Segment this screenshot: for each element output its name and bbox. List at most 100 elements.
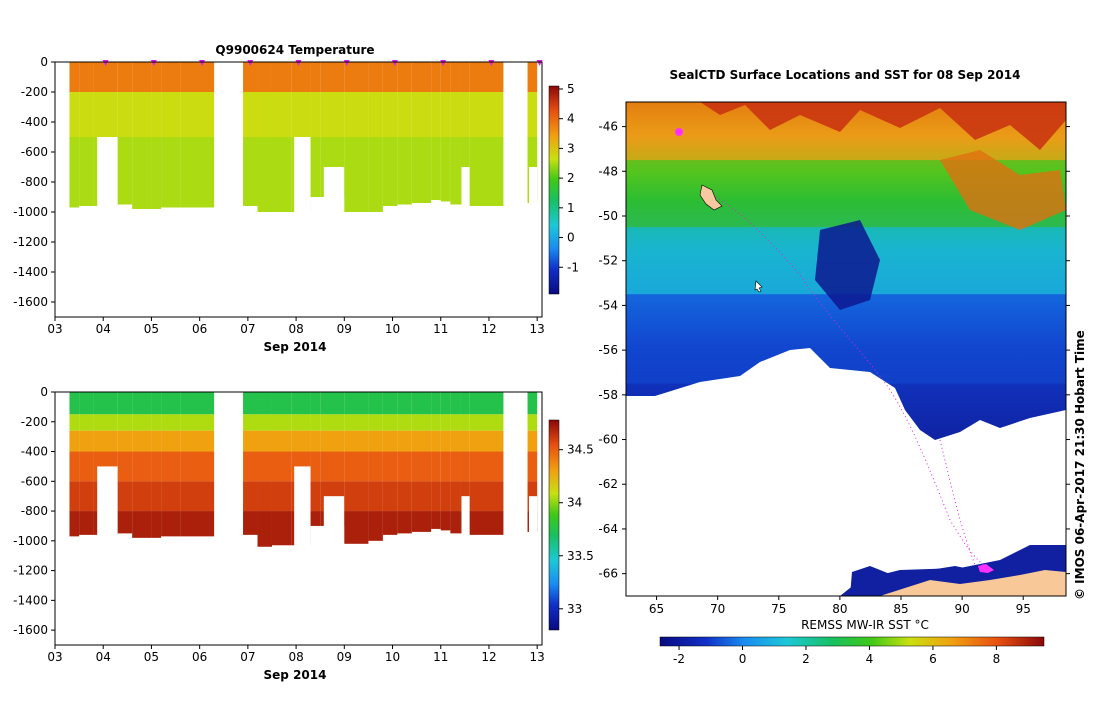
- salinity-profile-22-layer-1: [460, 414, 470, 431]
- salinity-profile-6-layer-4: [161, 481, 181, 512]
- salinity-profile-22-layer-0: [460, 392, 470, 415]
- temperature-profile-24-layer-1: [527, 92, 538, 137]
- temperature-chart-title: Q9900624 Temperature: [215, 43, 374, 57]
- salinity-profile-16-layer-0: [382, 392, 398, 415]
- temperature-profile-5-layer-1: [151, 92, 162, 137]
- salinity-profile-3-layer-2: [117, 430, 133, 452]
- temperature-y-tick-label-5: -1000: [13, 205, 48, 219]
- temperature-colorbar-ticks: 5 4 3 2 1 0 -1: [559, 82, 579, 274]
- salinity-y-tick-label-0: 0: [40, 385, 48, 399]
- temperature-profile-3-layer-2: [117, 137, 133, 205]
- salinity-profile-10-layer-4: [271, 481, 292, 512]
- salinity-profile-16-layer-2: [382, 430, 398, 452]
- map-frame: [625, 101, 1067, 597]
- sst-map-image: [626, 102, 1066, 596]
- temperature-profile-9-layer-0: [257, 62, 272, 92]
- salinity-x-tick-label-9: 12: [481, 650, 496, 664]
- temperature-profile-3-layer-1: [117, 92, 133, 137]
- salinity-profile-6-layer-0: [161, 392, 181, 415]
- salinity-profile-9-layer-2: [257, 430, 272, 452]
- map-y-tick-label-2: -50: [598, 209, 618, 223]
- salinity-profile-24-layer-3: [527, 451, 538, 482]
- salinity-profile-6-layer-1: [161, 414, 181, 431]
- salinity-cb-tick-label-0: 34.5: [567, 443, 594, 457]
- salinity-profile-3-layer-0: [117, 392, 133, 415]
- temperature-profile-20-layer-0: [440, 62, 451, 92]
- temperature-x-tick-label-3: 06: [192, 322, 207, 336]
- temperature-profile-1-layer-1: [79, 92, 94, 137]
- temperature-profile-1-layer-2: [79, 137, 94, 206]
- salinity-profile-16-layer-3: [382, 451, 398, 482]
- salinity-x-tick-label-10: 13: [530, 650, 545, 664]
- salinity-profile-21-layer-3: [450, 451, 461, 482]
- salinity-profile-5-layer-3: [151, 451, 162, 482]
- temperature-profile-1-layer-0: [79, 62, 94, 92]
- sst-cb-tick-label-1: 0: [739, 652, 747, 666]
- salinity-profile-5-layer-4: [151, 481, 162, 512]
- temperature-profile-9-layer-1: [257, 92, 272, 137]
- salinity-profile-1-layer-2: [79, 430, 94, 452]
- salinity-colorbar-ticks: 34.5 34 33.5 33: [559, 443, 594, 616]
- map-x-tick-label-5: 90: [954, 602, 969, 616]
- temperature-profile-13-gap: [323, 167, 345, 198]
- salinity-profile-13-layer-3: [320, 451, 345, 482]
- temperature-cb-tick-label-5: 0: [567, 231, 575, 245]
- sst-cb-tick-label-3: 4: [866, 652, 874, 666]
- salinity-profile-9-layer-5: [257, 511, 272, 547]
- salinity-profile-13-layer-1: [320, 414, 345, 431]
- temperature-profile-4-layer-2: [132, 137, 152, 209]
- salinity-profile-14-layer-1: [344, 414, 369, 431]
- temperature-profile-21-layer-2: [450, 137, 461, 205]
- salinity-profile-19-layer-1: [431, 414, 441, 431]
- temperature-x-tick-label-10: 13: [530, 322, 545, 336]
- temperature-cb-tick-label-3: 2: [567, 171, 575, 185]
- sst-band-3: [626, 294, 1066, 384]
- salinity-profile-23-layer-5: [469, 511, 504, 535]
- salinity-profile-20-layer-4: [440, 481, 451, 512]
- salinity-x-tick-label-1: 04: [96, 650, 111, 664]
- salinity-profile-21-layer-1: [450, 414, 461, 431]
- map-x-tick-label-1: 70: [710, 602, 725, 616]
- salinity-profile-2-gap: [97, 466, 118, 536]
- temperature-profile-10-layer-2: [271, 137, 292, 212]
- temperature-cb-tick-label-4: 1: [567, 201, 575, 215]
- salinity-x-tick-label-0: 03: [47, 650, 62, 664]
- temperature-profile-0-layer-0: [69, 62, 80, 92]
- salinity-profile-18-layer-3: [411, 451, 432, 482]
- salinity-profile-1-layer-4: [79, 481, 94, 512]
- salinity-y-tick-label-1: -200: [21, 415, 48, 429]
- salinity-profile-15-layer-0: [368, 392, 383, 415]
- temperature-profile-23-layer-0: [469, 62, 504, 92]
- salinity-profile-10-layer-5: [271, 511, 292, 546]
- temperature-profile-16-layer-2: [382, 137, 398, 206]
- temperature-profile-9-layer-2: [257, 137, 272, 212]
- temperature-profile-15-layer-1: [368, 92, 383, 137]
- salinity-axes: 0 -200 -400 -600 -800 -1000 -1200 -1400 -1600 03 0…: [13, 385, 545, 664]
- salinity-profile-6-layer-3: [161, 451, 181, 482]
- antarctica-land: [880, 570, 1066, 596]
- salinity-profile-4-layer-0: [132, 392, 152, 415]
- temperature-profile-11-layer-1: [291, 92, 311, 137]
- map-y-tick-label-9: -64: [598, 522, 618, 536]
- salinity-profile-14-layer-5: [344, 511, 369, 544]
- temperature-profile-12-layer-2: [310, 137, 321, 197]
- salinity-profile-10-layer-0: [271, 392, 292, 415]
- map-y-tick-label-8: -62: [598, 477, 618, 491]
- temperature-profile-24-gap: [528, 167, 538, 204]
- temperature-profile-0-layer-1: [69, 92, 80, 137]
- salinity-profile-21-layer-2: [450, 430, 461, 452]
- temperature-profile-20-layer-2: [440, 137, 451, 202]
- salinity-profile-12-layer-5: [310, 511, 321, 526]
- map-axes: -46 -48 -50 -52 -54 -56 -58 -60 -62 -64 -66 65 70 75 8…: [598, 120, 1070, 616]
- temperature-y-tick-label-2: -400: [21, 115, 48, 129]
- salinity-profile-9-layer-1: [257, 414, 272, 431]
- temperature-profile-19-layer-1: [431, 92, 441, 137]
- salinity-profile-16-layer-4: [382, 481, 398, 512]
- sst-cb-tick-label-0: -2: [673, 652, 685, 666]
- salinity-colorbar: [548, 419, 560, 631]
- temperature-profile-11-gap: [294, 137, 311, 218]
- map-x-tick-label-2: 75: [771, 602, 786, 616]
- salinity-profile-3-layer-1: [117, 414, 133, 431]
- temperature-x-tick-label-2: 05: [144, 322, 159, 336]
- temperature-profile-23-layer-2: [469, 137, 504, 206]
